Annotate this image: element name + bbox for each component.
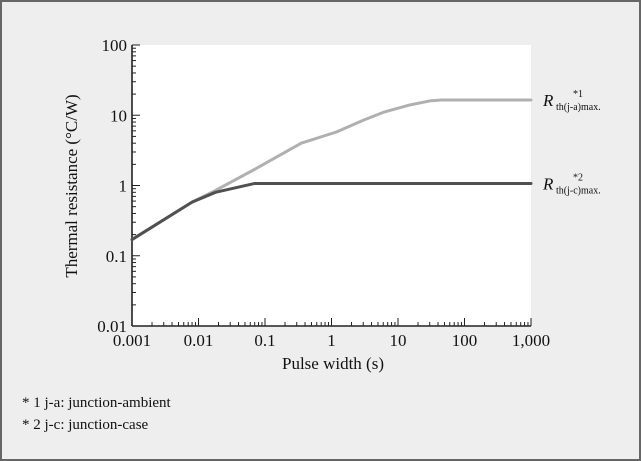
footnote-1: * 1 j-a: junction-ambient — [22, 395, 171, 411]
x-tick-label: 100 — [452, 331, 478, 350]
y-tick-label: 100 — [102, 36, 128, 55]
x-tick-label: 10 — [390, 331, 407, 350]
x-tick-label: 0.01 — [184, 331, 214, 350]
series-label-superscript: *2 — [573, 172, 583, 183]
plot-axes — [131, 45, 531, 327]
series-label-symbol: R — [542, 91, 554, 110]
x-tick-label: 0.1 — [254, 331, 275, 350]
x-tick-label: 0.001 — [113, 331, 151, 350]
series-line-2 — [130, 181, 533, 242]
y-tick-label: 0.1 — [106, 247, 127, 266]
series-label-subscript: th(j-a)max. — [556, 102, 601, 113]
y-tick-label: 10 — [110, 106, 127, 125]
x-tick-label: 1 — [327, 331, 336, 350]
y-tick-label: 0.01 — [97, 317, 127, 336]
x-tick-label: 1,000 — [512, 331, 550, 350]
y-tick-label: 1 — [119, 177, 128, 196]
y-axis-title: Thermal resistance (°C/W) — [62, 94, 81, 277]
x-axis-title: Pulse width (s) — [282, 354, 384, 373]
series-lines — [130, 98, 533, 242]
series-label-subscript: th(j-c)max. — [556, 185, 601, 196]
plot-area — [132, 45, 531, 326]
series-label-superscript: *1 — [573, 89, 583, 100]
footnote-2: * 2 j-c: junction-case — [22, 417, 149, 433]
axis-ticks — [131, 44, 532, 327]
footnotes: * 1 j-a: junction-ambient * 2 j-c: junct… — [22, 392, 171, 436]
series-label-symbol: R — [542, 174, 554, 193]
